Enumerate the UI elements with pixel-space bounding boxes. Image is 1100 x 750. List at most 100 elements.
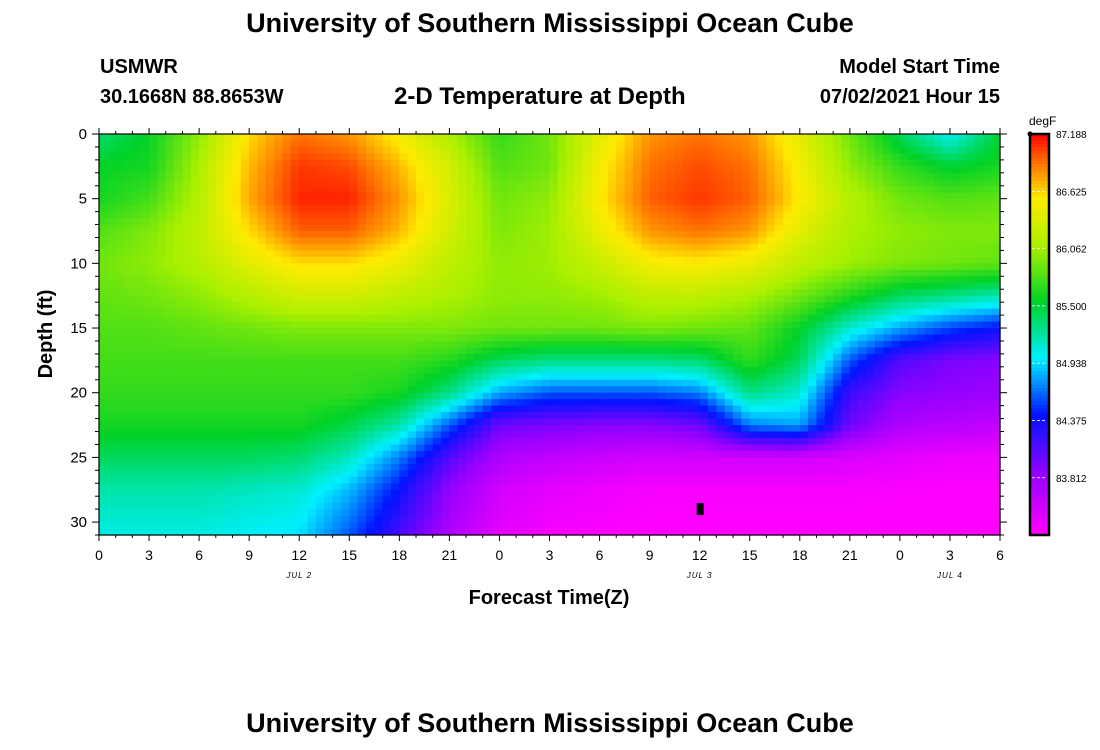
heatmap-cell (99, 353, 108, 361)
heatmap-cell (699, 289, 709, 297)
heatmap-cell (841, 224, 851, 232)
heatmap-cell (774, 140, 784, 148)
heatmap-cell (733, 405, 742, 413)
heatmap-cell (324, 276, 334, 284)
heatmap-cell (207, 256, 217, 264)
heatmap-cell (708, 276, 717, 284)
heatmap-cell (958, 237, 968, 245)
heatmap-cell (866, 315, 876, 323)
heatmap-cell (115, 373, 125, 381)
heatmap-cell (115, 134, 125, 142)
heatmap-cell (199, 185, 209, 193)
heatmap-cell (424, 386, 434, 394)
heatmap-cell (557, 328, 567, 336)
heatmap-cell (432, 185, 442, 193)
heatmap-cell (783, 269, 793, 277)
heatmap-cell (933, 211, 943, 219)
heatmap-cell (766, 392, 776, 400)
heatmap-cell (190, 289, 200, 297)
heatmap-cell (908, 425, 918, 433)
heatmap-cell (866, 379, 876, 387)
heatmap-cell (290, 315, 300, 323)
heatmap-cell (549, 211, 559, 219)
heatmap-cell (724, 392, 734, 400)
heatmap-cell (933, 231, 943, 239)
heatmap-cell (657, 243, 667, 252)
heatmap-cell (399, 179, 409, 187)
heatmap-cell (824, 302, 834, 310)
heatmap-cell (457, 308, 467, 316)
heatmap-cell (374, 179, 384, 187)
heatmap-cell (199, 289, 209, 297)
heatmap-cell (691, 360, 701, 368)
heatmap-cell (199, 140, 209, 148)
heatmap-cell (407, 218, 417, 226)
heatmap-cell (733, 250, 742, 258)
heatmap-cell (858, 185, 868, 193)
heatmap-cell (374, 405, 384, 413)
heatmap-cell (766, 166, 776, 174)
heatmap-cell (466, 179, 476, 187)
heatmap-cell (574, 334, 584, 342)
heatmap-cell (841, 276, 851, 284)
heatmap-cell (532, 399, 542, 407)
heatmap-cell (107, 412, 117, 420)
heatmap-cell (641, 276, 651, 284)
heatmap-cell (607, 250, 617, 258)
heatmap-cell (207, 140, 217, 148)
heatmap-cell (624, 243, 634, 252)
heatmap-cell (849, 250, 859, 258)
heatmap-cell (407, 263, 417, 271)
heatmap-cell (616, 211, 626, 219)
heatmap-cell (924, 360, 934, 368)
heatmap-cell (149, 308, 158, 316)
heatmap-cell (532, 172, 542, 180)
heatmap-cell (599, 146, 609, 155)
heatmap-cell (791, 198, 801, 206)
heatmap-cell (532, 198, 542, 206)
heatmap-cell (557, 347, 567, 355)
heatmap-cell (491, 386, 501, 394)
heatmap-cell (140, 373, 150, 381)
heatmap-cell (783, 302, 793, 310)
heatmap-cell (215, 282, 225, 290)
heatmap-cell (324, 185, 334, 193)
heatmap-cell (866, 353, 876, 361)
heatmap-cell (841, 205, 851, 213)
heatmap-cell (457, 172, 467, 180)
heatmap-cell (399, 211, 409, 219)
heatmap-cell (232, 198, 242, 206)
heatmap-cell (107, 250, 117, 258)
heatmap-cell (340, 231, 350, 239)
heatmap-cell (407, 340, 417, 349)
heatmap-cell (657, 218, 667, 226)
heatmap-cell (557, 373, 567, 381)
heatmap-cell (624, 231, 634, 239)
heatmap-cell (240, 224, 250, 232)
heatmap-cell (307, 134, 317, 142)
heatmap-cell (215, 179, 225, 187)
heatmap-cell (257, 302, 267, 310)
heatmap-cell (691, 159, 701, 167)
heatmap-cell (466, 205, 476, 213)
heatmap-cell (257, 379, 267, 387)
heatmap-cell (324, 166, 334, 174)
heatmap-cell (491, 353, 501, 361)
heatmap-cell (424, 198, 434, 206)
heatmap-cell (324, 328, 334, 336)
heatmap-cell (149, 425, 158, 433)
heatmap-cell (566, 308, 576, 316)
heatmap-cell (574, 185, 584, 193)
heatmap-cell (232, 353, 242, 361)
heatmap-cell (824, 166, 834, 174)
heatmap-cell (240, 243, 250, 252)
heatmap-cell (541, 185, 551, 193)
heatmap-cell (783, 295, 793, 303)
heatmap-cell (449, 405, 459, 413)
heatmap-cell (257, 321, 267, 329)
heatmap-cell (741, 412, 751, 420)
heatmap-cell (174, 282, 184, 290)
heatmap-cell (124, 340, 133, 349)
heatmap-cell (282, 405, 292, 413)
heatmap-cell (307, 353, 317, 361)
